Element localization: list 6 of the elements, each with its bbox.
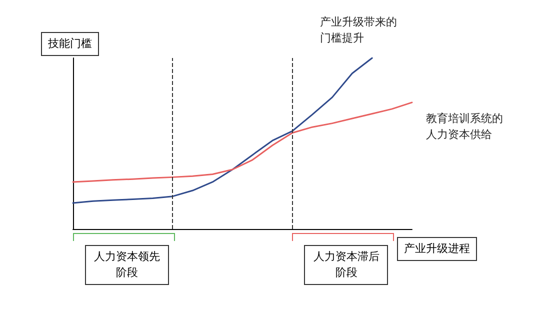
y-axis-title: 技能门槛 (41, 32, 99, 56)
text: 人力资本滞后阶段 (304, 245, 388, 285)
series-label: 教育培训系统的人力资本供给 (426, 112, 503, 141)
x-axis-title: 产业升级进程 (397, 237, 477, 261)
text: 产业升级带来的门槛提升 (320, 16, 398, 44)
text: 人力资本领先阶段 (85, 245, 169, 285)
